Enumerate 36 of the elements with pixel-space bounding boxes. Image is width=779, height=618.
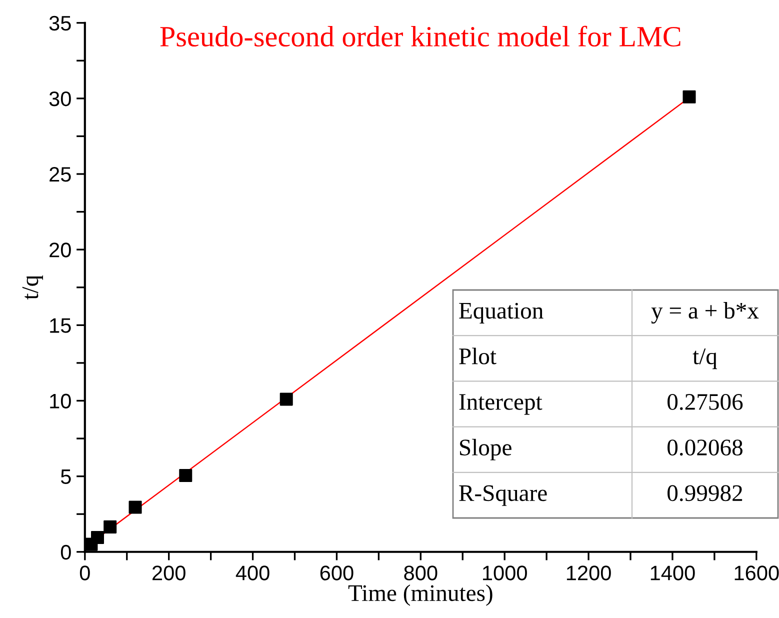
y-tick-label: 0 [60,544,71,560]
x-tick-label: 600 [320,566,354,580]
annotation: Plot [459,348,496,364]
annotation: 0.27506 [668,394,743,410]
point [128,500,142,514]
point [682,90,696,104]
annotation: y = a + b*x [651,302,759,324]
annotation: R-Square [459,485,547,506]
annotation: 0.02068 [668,440,742,456]
x-tick-label: 1400 [650,566,695,580]
annotation: 0.99982 [668,485,742,502]
y-tick-label: 5 [60,470,71,484]
x-tick-label: 400 [236,566,270,580]
y-tick-label: 25 [50,167,71,182]
chart-title: Pseudo-second order kinetic model for LMC [160,26,680,47]
point [179,469,192,482]
annotation: Slope [460,438,512,460]
y-tick-label: 15 [50,318,71,333]
y-axis-title: t/q [22,275,43,300]
point [104,520,117,534]
point [90,531,104,544]
x-axis-title: Time (minutes) [348,584,492,606]
x-tick-label: 1600 [734,566,779,580]
y-tick-label: 35 [49,16,71,31]
annotation: Equation [459,302,544,324]
y-tick-label: 10 [50,394,71,408]
annotation: Intercept [459,394,542,415]
y-tick-label: 30 [49,91,71,106]
y-tick-label: 20 [50,242,71,258]
x-tick-label: 1000 [483,566,527,580]
x-tick-label: 0 [80,566,90,580]
x-tick-label: 800 [404,566,438,580]
x-tick-label: 200 [152,566,186,580]
point [280,392,293,406]
annotation: t/q [692,348,718,370]
x-tick-label: 1200 [566,566,611,580]
